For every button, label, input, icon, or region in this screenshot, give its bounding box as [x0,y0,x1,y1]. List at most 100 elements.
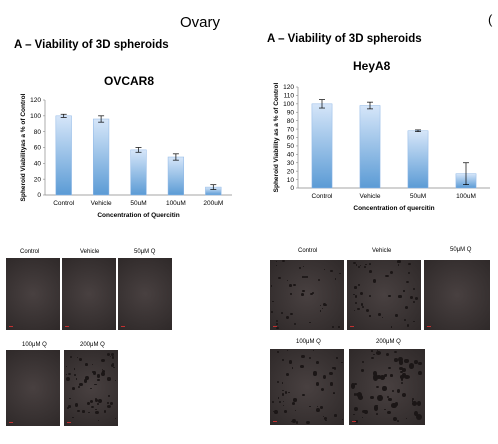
spheroid-spot [277,397,280,400]
spheroid-spot [388,294,391,297]
spheroid-spot [316,360,320,364]
spheroid-spot [414,297,418,301]
micrograph-ovcar8-50um [118,258,172,330]
spheroid-spot [309,292,313,295]
spheroid-spot [361,305,364,308]
spheroid-spot [355,393,359,397]
spheroid-spot [275,261,278,263]
spheroid-spot [373,405,379,411]
spheroid-spot [305,275,309,278]
spheroid-spot [398,356,404,363]
spheroid-spot [375,385,379,388]
spheroid-spot [322,302,327,307]
spheroid-spot [360,368,365,373]
spheroid-spot [292,418,297,424]
spheroid-spot [354,382,357,385]
category-label: Vehicle [360,193,381,200]
spheroid-spot [376,374,382,380]
y-tick-label: 90 [287,109,295,116]
y-tick-label: 40 [34,161,42,168]
spheroid-spot [276,326,279,330]
spheroid-spot [112,366,115,369]
spheroid-spot [354,407,358,412]
spheroid-spot [309,406,311,408]
spheroid-spot [301,354,305,358]
y-tick-label: 0 [290,185,294,192]
y-tick-label: 60 [287,135,295,142]
image-label: 100μM Q [296,339,321,345]
spheroid-spot [377,395,383,402]
spheroid-spot [281,260,285,263]
micrograph-ovcar8-200um [64,350,118,426]
y-tick-label: 70 [287,126,295,133]
spheroid-spot [106,352,110,356]
spheroid-spot [315,382,320,386]
spheroid-spot [384,373,387,377]
spheroid-spot [65,377,70,382]
spheroid-spot [362,360,365,363]
spheroid-spot [270,311,273,314]
spheroid-spot [411,400,418,406]
spheroid-spot [413,320,415,322]
spheroid-spot [319,304,321,306]
spheroid-spot [324,419,327,422]
spheroid-spot [341,361,344,363]
spheroid-spot [394,402,398,406]
y-axis-title: Spheroid Viabilityas a % of Control [20,93,27,201]
page-title-fragment: ( [488,12,493,27]
spheroid-spot [74,403,79,407]
right-section-title: A – Viability of 3D spheroids [267,33,422,45]
spheroid-spot [82,410,86,413]
spheroid-spot [404,375,410,380]
spheroid-spot [78,382,83,387]
spheroid-spot [393,417,397,422]
spheroid-spot [369,295,372,298]
spheroid-spot [272,301,274,303]
spheroid-spot [94,383,97,386]
spheroid-spot [372,279,377,283]
spheroid-spot [66,365,68,367]
spheroid-spot [395,314,398,318]
spheroid-spot [330,269,333,273]
spheroid-spot [369,315,371,317]
spheroid-spot [90,405,94,409]
spheroid-spot [306,421,310,425]
y-tick-label: 120 [283,84,294,91]
spheroid-spot [382,386,387,391]
category-label: Control [53,200,75,207]
spheroid-spot [95,409,97,411]
page-title: Ovary [180,14,221,31]
spheroid-spot [385,274,389,278]
y-axis-title: Spheroid Viability as a % of Control [273,82,280,192]
spheroid-spot [290,420,293,423]
spheroid-spot [353,309,356,312]
spheroid-spot [353,293,355,295]
spheroid-spot [291,367,293,369]
spheroid-spot [290,312,293,315]
spheroid-spot [74,374,76,377]
chart-ovcar8: 0 20 40 60 80 100 120 Control Vehicle 50uM 100uM 20… [20,93,232,219]
spheroid-spot [332,326,334,328]
spheroid-spot [370,396,374,400]
spheroid-spot [357,283,360,286]
bar [55,115,72,196]
spheroid-spot [282,389,285,392]
spheroid-spot [387,395,390,399]
category-label: Vehicle [91,200,112,207]
spheroid-spot [97,399,102,403]
spheroid-spot [332,392,336,395]
spheroid-spot [302,289,305,293]
spheroid-spot [298,267,302,270]
spheroid-spot [76,356,79,358]
spheroid-spot [375,404,379,407]
spheroid-spot [286,280,288,282]
category-label: 50uM [130,200,146,207]
spheroid-spot [111,356,115,359]
spheroid-spot [279,401,282,404]
y-tick-label: 30 [287,160,295,167]
spheroid-spot [334,414,337,417]
spheroid-spot [404,359,409,363]
spheroid-spot [77,385,81,389]
spheroid-spot [287,349,289,351]
spheroid-spot [313,371,317,376]
